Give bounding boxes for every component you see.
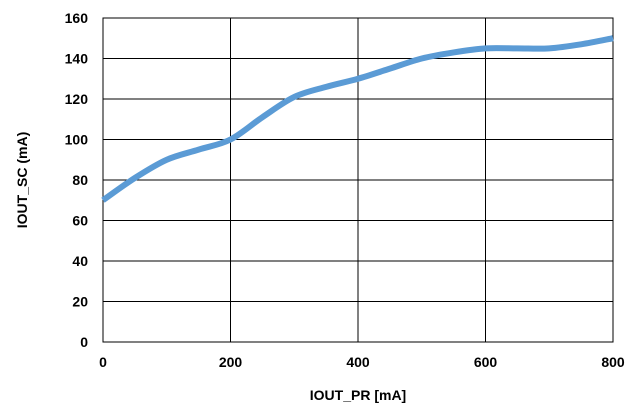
grid-lines	[103, 18, 613, 342]
x-tick-label: 400	[346, 354, 370, 370]
x-tick-label: 200	[219, 354, 243, 370]
y-axis-title: IOUT_SC (mA)	[14, 132, 30, 228]
x-tick-label: 0	[99, 354, 107, 370]
y-tick-label: 20	[72, 294, 88, 310]
x-tick-labels: 0 200 400 600 800	[99, 354, 625, 370]
x-tick-label: 600	[474, 354, 498, 370]
y-tick-label: 0	[80, 334, 88, 350]
y-tick-label: 100	[65, 132, 89, 148]
y-tick-label: 160	[65, 10, 89, 26]
series-group	[101, 35, 614, 203]
y-tick-label: 80	[72, 172, 88, 188]
y-tick-label: 140	[65, 51, 89, 67]
x-tick-label: 800	[601, 354, 625, 370]
y-tick-label: 60	[72, 213, 88, 229]
series-line-0	[101, 35, 614, 203]
y-tick-labels: 0 20 40 60 80 100 120 140 160	[65, 10, 89, 350]
x-axis-title: IOUT_PR [mA]	[310, 387, 406, 403]
y-tick-label: 120	[65, 91, 89, 107]
y-tick-label: 40	[72, 253, 88, 269]
